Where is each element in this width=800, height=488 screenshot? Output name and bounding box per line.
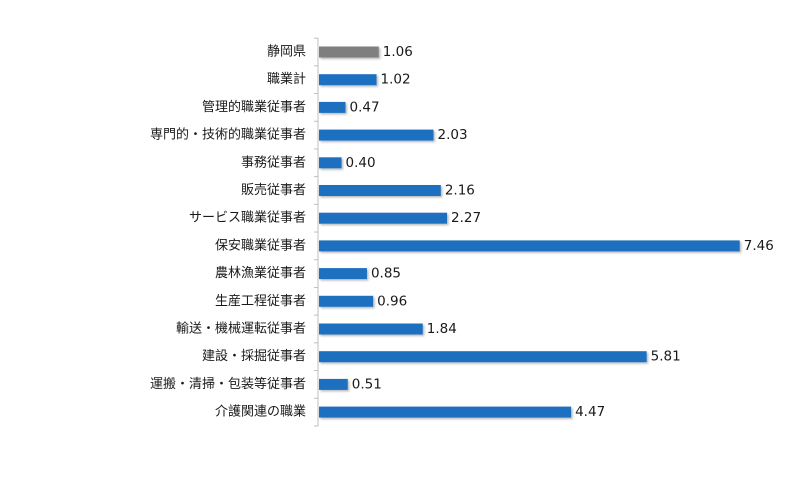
category-label: 販売従事者 [241, 182, 306, 198]
bar [319, 101, 346, 113]
category-label: 静岡県 [267, 45, 306, 60]
value-label: 7.46 [744, 238, 774, 254]
bar [319, 157, 342, 169]
value-label: 2.27 [451, 210, 481, 226]
value-label: 1.02 [381, 72, 411, 88]
value-label: 4.47 [575, 404, 605, 420]
bar [319, 268, 367, 280]
bar [319, 46, 379, 58]
category-label: サービス職業従事者 [189, 210, 306, 226]
value-label: 2.16 [445, 183, 475, 199]
value-label: 0.85 [371, 266, 401, 282]
value-label: 0.47 [350, 99, 380, 115]
bar [319, 406, 572, 418]
category-label: 保安職業従事者 [215, 237, 306, 253]
value-label: 0.40 [346, 155, 376, 171]
bar [319, 74, 377, 86]
value-label: 0.51 [352, 376, 382, 392]
category-label: 専門的・技術的職業従事者 [150, 127, 306, 143]
bars-group [319, 46, 740, 418]
bar [319, 240, 740, 252]
bar [319, 212, 448, 224]
value-labels-group: 1.06 1.020.47 2.03 0.40 2.16 2.27 7.46 0.85 0.96… [346, 44, 774, 420]
value-label: 0.96 [377, 293, 407, 309]
category-label: 管理的職業従事者 [202, 99, 306, 115]
value-label: 1.84 [427, 321, 457, 337]
value-label: 5.81 [651, 349, 681, 365]
bar [319, 378, 348, 390]
bar [319, 323, 423, 335]
bar [319, 295, 374, 307]
value-label: 2.03 [437, 127, 467, 143]
category-label: 運搬・清掃・包装等従事者 [150, 376, 306, 392]
category-label: 職業計 [267, 71, 306, 87]
category-label: 事務従事者 [241, 155, 306, 170]
bar [319, 351, 647, 363]
bar [319, 185, 441, 196]
category-label: 介護関連の職業 [215, 404, 306, 420]
category-label: 建設・採掘従事者 [202, 348, 306, 364]
category-labels-group: 静岡県職業計管理的職業従事者専門的・技術的職業従事者事務従事者販売従事者サービス… [150, 45, 306, 420]
category-label: 輸送・機械運転従事者 [176, 322, 306, 337]
y-axis-group [314, 37, 319, 427]
value-label: 1.06 [383, 44, 413, 60]
category-label: 農林漁業従事者 [215, 265, 306, 281]
bar [319, 129, 434, 141]
category-label: 生産工程従事者 [215, 293, 306, 309]
